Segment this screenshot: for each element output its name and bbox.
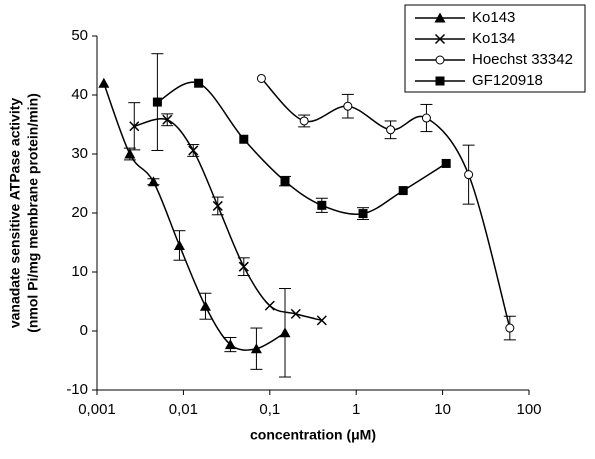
marker xyxy=(398,186,408,196)
marker xyxy=(358,209,368,219)
y-axis-title: (nmol Pi/mg membrane protein/min) xyxy=(25,93,41,333)
y-tick-label: 20 xyxy=(71,204,88,221)
marker xyxy=(343,101,353,111)
y-tick-label: 10 xyxy=(71,263,88,280)
y-axis-title: vanadate sensitive ATPase activity xyxy=(7,98,23,329)
marker xyxy=(441,158,451,168)
marker xyxy=(147,176,159,187)
marker xyxy=(152,97,162,107)
y-tick-label: 40 xyxy=(71,86,88,103)
marker xyxy=(224,339,236,350)
marker xyxy=(124,148,136,159)
marker xyxy=(505,323,515,333)
x-tick-label: 0,1 xyxy=(259,401,280,418)
marker xyxy=(212,200,223,211)
x-tick-label: 0,001 xyxy=(78,401,116,418)
marker xyxy=(250,343,262,354)
marker xyxy=(98,77,110,88)
marker xyxy=(194,78,204,88)
marker xyxy=(188,145,199,156)
legend-label: Hoechst 33342 xyxy=(472,51,573,68)
legend-label: Ko143 xyxy=(472,9,515,26)
marker xyxy=(264,300,275,311)
x-tick-label: 10 xyxy=(434,401,451,418)
legend-label: GF120918 xyxy=(472,72,543,89)
marker xyxy=(199,300,211,311)
marker xyxy=(129,121,140,132)
marker xyxy=(386,125,396,135)
legend-label: Ko134 xyxy=(472,30,515,47)
y-tick-label: 50 xyxy=(71,27,88,44)
y-tick-label: 0 xyxy=(80,322,88,339)
x-tick-label: 0,01 xyxy=(169,401,198,418)
series-line xyxy=(134,118,322,322)
marker xyxy=(256,73,266,83)
marker xyxy=(162,114,173,125)
marker xyxy=(290,308,301,319)
marker xyxy=(464,170,474,180)
x-axis-title: concentration (μM) xyxy=(250,427,376,443)
marker xyxy=(238,261,249,272)
marker xyxy=(239,134,249,144)
marker xyxy=(316,315,327,326)
legend-marker xyxy=(435,55,445,65)
marker xyxy=(173,239,185,250)
y-tick-label: -10 xyxy=(66,381,88,398)
y-tick-label: 30 xyxy=(71,145,88,162)
legend-marker xyxy=(434,12,446,23)
x-tick-label: 1 xyxy=(352,401,360,418)
legend-marker xyxy=(435,76,445,86)
marker xyxy=(421,113,431,123)
marker xyxy=(280,176,290,186)
x-tick-label: 100 xyxy=(516,401,541,418)
marker xyxy=(279,327,291,338)
legend-marker xyxy=(434,33,446,45)
marker xyxy=(317,200,327,210)
legend-box xyxy=(404,4,586,93)
marker xyxy=(299,116,309,126)
